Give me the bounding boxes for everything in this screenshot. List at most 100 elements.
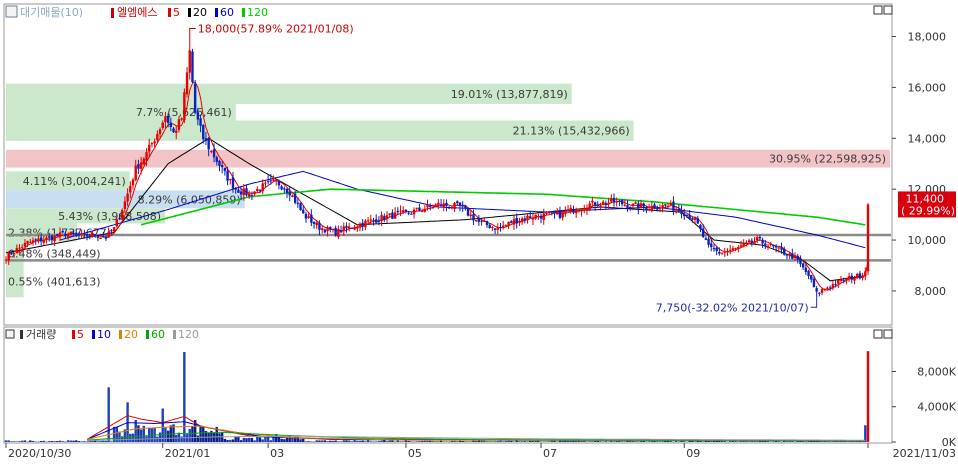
volume-bar bbox=[515, 440, 518, 442]
candle-body bbox=[56, 233, 59, 237]
candle-body bbox=[269, 180, 273, 182]
candle-body bbox=[785, 254, 789, 256]
candle-body bbox=[283, 188, 286, 190]
candle-body bbox=[707, 238, 710, 245]
volume-bar bbox=[61, 441, 64, 442]
candle-body bbox=[377, 221, 381, 223]
candle-body bbox=[807, 270, 810, 276]
candle-body bbox=[669, 203, 672, 206]
candle-body bbox=[164, 116, 167, 123]
volume-bar bbox=[23, 440, 27, 442]
volume-bar bbox=[566, 440, 570, 442]
volume-bar bbox=[604, 441, 608, 442]
volume-bar bbox=[683, 441, 686, 442]
maximize-icon[interactable] bbox=[883, 329, 893, 339]
candle-body bbox=[258, 189, 262, 191]
candle-body bbox=[342, 226, 345, 232]
legend-swatch bbox=[146, 330, 149, 339]
volume-bar bbox=[693, 441, 697, 442]
x-axis: 2020/10/30 2021/01 03 05 07 09 2021/11/03 bbox=[5, 443, 956, 460]
candle-body bbox=[199, 118, 202, 126]
volume-bar bbox=[39, 441, 43, 442]
candle-body bbox=[699, 224, 702, 230]
volume-bar bbox=[204, 431, 208, 442]
candle-body bbox=[26, 240, 29, 244]
volume-bar bbox=[477, 440, 481, 442]
candle-body bbox=[245, 188, 248, 196]
candles bbox=[4, 36, 870, 298]
minimize-icon[interactable] bbox=[873, 5, 883, 15]
volume-bar bbox=[318, 440, 321, 442]
volume-bar bbox=[385, 441, 389, 442]
volume-bar bbox=[526, 441, 529, 442]
volume-bar bbox=[691, 440, 694, 442]
candle-body bbox=[234, 188, 237, 190]
price-chart-icon[interactable] bbox=[5, 5, 18, 18]
candle-body bbox=[753, 241, 756, 244]
volume-bar bbox=[353, 440, 356, 442]
volume-bar bbox=[685, 441, 689, 443]
candle-body bbox=[739, 245, 743, 247]
candle-body bbox=[502, 225, 505, 228]
candle-body bbox=[545, 212, 548, 214]
overhang-zone bbox=[6, 149, 890, 168]
volume-bar bbox=[847, 441, 851, 442]
volume-bar bbox=[45, 441, 48, 443]
candle-body bbox=[93, 234, 97, 237]
volume-chart-icon[interactable] bbox=[5, 329, 15, 339]
volume-bar bbox=[688, 440, 691, 442]
candle-body bbox=[561, 211, 564, 218]
candle-body bbox=[542, 213, 545, 220]
volume-bar bbox=[785, 441, 789, 442]
candle-body bbox=[404, 209, 408, 212]
volume-bar bbox=[404, 440, 408, 442]
candle-body bbox=[372, 219, 375, 221]
candle-body bbox=[658, 207, 662, 209]
volume-bar bbox=[534, 440, 537, 442]
volume-bar bbox=[29, 440, 32, 442]
candle-body bbox=[277, 180, 281, 186]
candle-body bbox=[220, 165, 224, 168]
candle-body bbox=[53, 235, 56, 242]
volume-bar bbox=[15, 441, 19, 442]
x-axis-label: 03 bbox=[270, 447, 284, 460]
minimize-icon[interactable] bbox=[873, 329, 883, 339]
volume-bar bbox=[210, 430, 213, 442]
volume-bar bbox=[375, 441, 378, 443]
maximize-icon[interactable] bbox=[883, 5, 893, 15]
volume-bar bbox=[710, 441, 713, 442]
volume-bar bbox=[658, 441, 662, 442]
candle-body bbox=[745, 242, 748, 244]
candle-body bbox=[393, 212, 397, 219]
volume-bar bbox=[104, 441, 108, 442]
candle-body bbox=[469, 214, 472, 216]
volume-bar bbox=[801, 441, 805, 442]
volume-bar bbox=[631, 440, 635, 442]
current-price-value: 11,400 bbox=[906, 192, 945, 205]
candle-body bbox=[718, 252, 721, 254]
candle-body bbox=[815, 288, 818, 292]
candle-body bbox=[839, 279, 843, 281]
volume-bar bbox=[337, 441, 340, 442]
candle-body bbox=[853, 277, 856, 281]
candle-body bbox=[837, 279, 840, 284]
volume-bar bbox=[447, 441, 451, 443]
volume-bar bbox=[828, 441, 832, 443]
support-lines bbox=[6, 233, 891, 262]
candle-body bbox=[674, 209, 678, 211]
candle-body bbox=[207, 138, 210, 150]
candle-body bbox=[550, 211, 554, 213]
candle-body bbox=[688, 215, 691, 219]
price-panel-window-controls bbox=[873, 5, 893, 15]
volume-bar bbox=[191, 426, 194, 442]
min-annotation-arrow bbox=[810, 297, 818, 308]
volume-bar bbox=[107, 387, 110, 442]
volume-bar bbox=[69, 440, 73, 442]
candle-body bbox=[488, 225, 491, 228]
volume-bar bbox=[810, 440, 813, 442]
candle-body bbox=[250, 194, 254, 196]
volume-bar bbox=[229, 439, 232, 442]
candle-body bbox=[761, 239, 764, 244]
volume-bar bbox=[561, 440, 564, 442]
candle-body bbox=[156, 134, 159, 141]
